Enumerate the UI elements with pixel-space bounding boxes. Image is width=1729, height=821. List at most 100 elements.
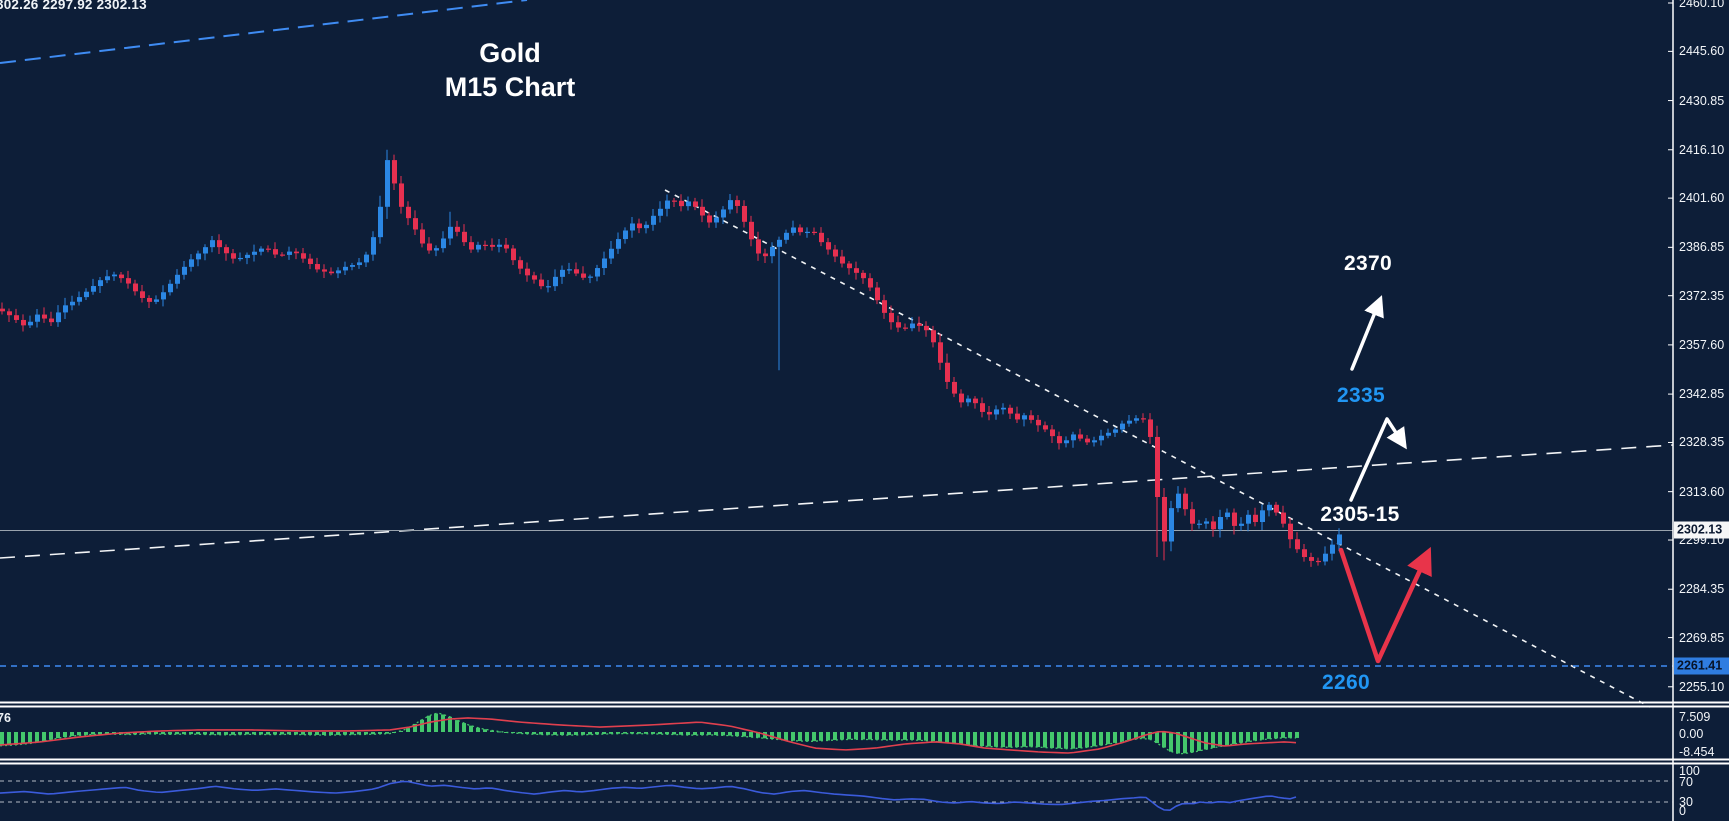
candle-body	[84, 291, 89, 298]
candle-body	[238, 257, 243, 260]
candle-body	[168, 283, 173, 293]
candle-body	[469, 242, 474, 250]
macd-histogram-bar	[357, 732, 361, 735]
macd-histogram-bar	[1050, 732, 1054, 748]
candle-body	[217, 240, 222, 248]
macd-scale-label: -8.454	[1679, 745, 1715, 759]
candle-body	[385, 160, 390, 207]
macd-histogram-bar	[154, 732, 158, 734]
macd-histogram-bar	[308, 732, 312, 735]
candle-body	[980, 403, 985, 412]
candle-body	[294, 251, 299, 254]
level-2335-label[interactable]: 2335	[1337, 384, 1385, 407]
candle-body	[98, 280, 103, 287]
macd-histogram-bar	[1190, 732, 1194, 753]
candle-body	[441, 238, 446, 249]
candle-body	[546, 286, 551, 288]
candle-body	[1085, 438, 1090, 443]
candle-body	[329, 271, 334, 274]
candle-body	[707, 215, 712, 223]
arrow-up-to-2370[interactable]	[1350, 295, 1384, 371]
candle-body	[651, 215, 656, 225]
candle-body	[490, 244, 495, 247]
macd-histogram-bar	[1106, 732, 1110, 745]
candle-body	[119, 274, 124, 279]
candle-body	[1176, 493, 1181, 509]
ascending-support[interactable]	[0, 444, 1674, 559]
candle-body	[798, 227, 803, 233]
macd-histogram-bar	[833, 732, 837, 741]
candle-body	[784, 232, 789, 240]
price-axis-label: 2284.35	[1679, 582, 1725, 597]
macd-histogram-bar	[287, 732, 291, 735]
macd-histogram-bar	[518, 732, 522, 734]
candle-body	[1309, 557, 1314, 561]
arrow-hook-to-trendline[interactable]	[1349, 417, 1407, 502]
candle-body	[679, 200, 684, 207]
price-axis-label: 2328.35	[1679, 435, 1725, 450]
macd-histogram-bar	[567, 732, 571, 736]
descending-resistance[interactable]	[664, 189, 1651, 708]
candle-body	[1239, 523, 1244, 526]
macd-signal-line	[0, 717, 1297, 754]
candle-body	[196, 253, 201, 260]
current-price-badge: 2302.13	[1674, 521, 1729, 539]
macd-histogram-bar	[721, 732, 725, 736]
candle-body	[189, 259, 194, 267]
macd-histogram-bar	[490, 730, 494, 732]
candle-body	[1134, 418, 1139, 421]
candle-body	[1022, 415, 1027, 420]
target-2370-label[interactable]: 2370	[1344, 252, 1392, 275]
rsi-line	[0, 780, 1297, 811]
candle-body	[1197, 523, 1202, 525]
candle-body	[140, 291, 145, 298]
candle-body	[161, 292, 166, 300]
candle-body	[1120, 423, 1125, 430]
candle-body	[476, 244, 481, 250]
macd-histogram-bar	[616, 732, 620, 734]
candle-body	[518, 260, 523, 269]
macd-histogram-bar	[847, 732, 851, 740]
candle-body	[791, 227, 796, 233]
macd-histogram-bar	[245, 732, 249, 735]
macd-histogram-bar	[1001, 732, 1005, 748]
macd-histogram-bar	[105, 732, 109, 735]
macd-histogram-bar	[581, 732, 585, 735]
macd-histogram-bar	[1162, 732, 1166, 748]
candle-body	[777, 239, 782, 247]
candle-body	[182, 266, 187, 275]
candle-body	[1225, 512, 1230, 518]
macd-histogram-bar	[826, 732, 830, 741]
level-2260-label[interactable]: 2260	[1322, 671, 1370, 694]
candle-body	[70, 301, 75, 306]
price-axis-label: 2313.60	[1679, 484, 1725, 499]
macd-histogram-bar	[1043, 732, 1047, 748]
candle-body	[1204, 521, 1209, 524]
macd-histogram-bar	[420, 719, 424, 732]
zone-2305-15-label[interactable]: 2305-15	[1320, 503, 1400, 526]
annotation-arrows[interactable]	[1338, 295, 1432, 664]
candle-body	[567, 269, 572, 271]
macd-histogram-bar	[672, 732, 676, 735]
candle-body	[637, 223, 642, 229]
candle-body	[1057, 436, 1062, 444]
macd-histogram-bar	[938, 732, 942, 743]
candle-body	[1232, 512, 1237, 526]
candle-body	[210, 240, 215, 248]
trendline-objects[interactable]	[0, 0, 1674, 708]
macd-histogram-bar	[1029, 732, 1033, 747]
candle-body	[252, 251, 257, 255]
macd-histogram-bar	[441, 714, 445, 732]
macd-histogram-bar	[1211, 732, 1215, 748]
candlestick-series	[0, 149, 1342, 567]
macd-histogram-bar	[1274, 732, 1278, 739]
candle-body	[882, 300, 887, 313]
candle-body	[1295, 539, 1300, 550]
candle-body	[840, 256, 845, 264]
candle-body	[1001, 407, 1006, 410]
horizontal-level-lines[interactable]	[0, 530, 1673, 667]
arrow-red-v-projection[interactable]	[1338, 546, 1432, 664]
candle-body	[273, 249, 278, 255]
upper-channel-blue[interactable]	[0, 0, 528, 64]
